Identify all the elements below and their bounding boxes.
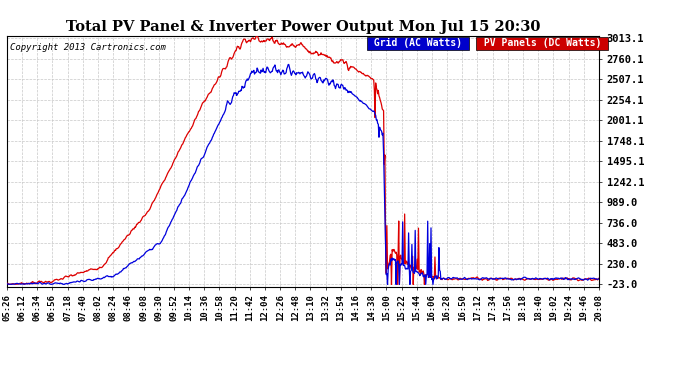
Title: Total PV Panel & Inverter Power Output Mon Jul 15 20:30: Total PV Panel & Inverter Power Output M… bbox=[66, 21, 540, 34]
Text: Copyright 2013 Cartronics.com: Copyright 2013 Cartronics.com bbox=[10, 43, 166, 52]
Text: PV Panels (DC Watts): PV Panels (DC Watts) bbox=[477, 38, 607, 48]
Text: Grid (AC Watts): Grid (AC Watts) bbox=[368, 38, 468, 48]
